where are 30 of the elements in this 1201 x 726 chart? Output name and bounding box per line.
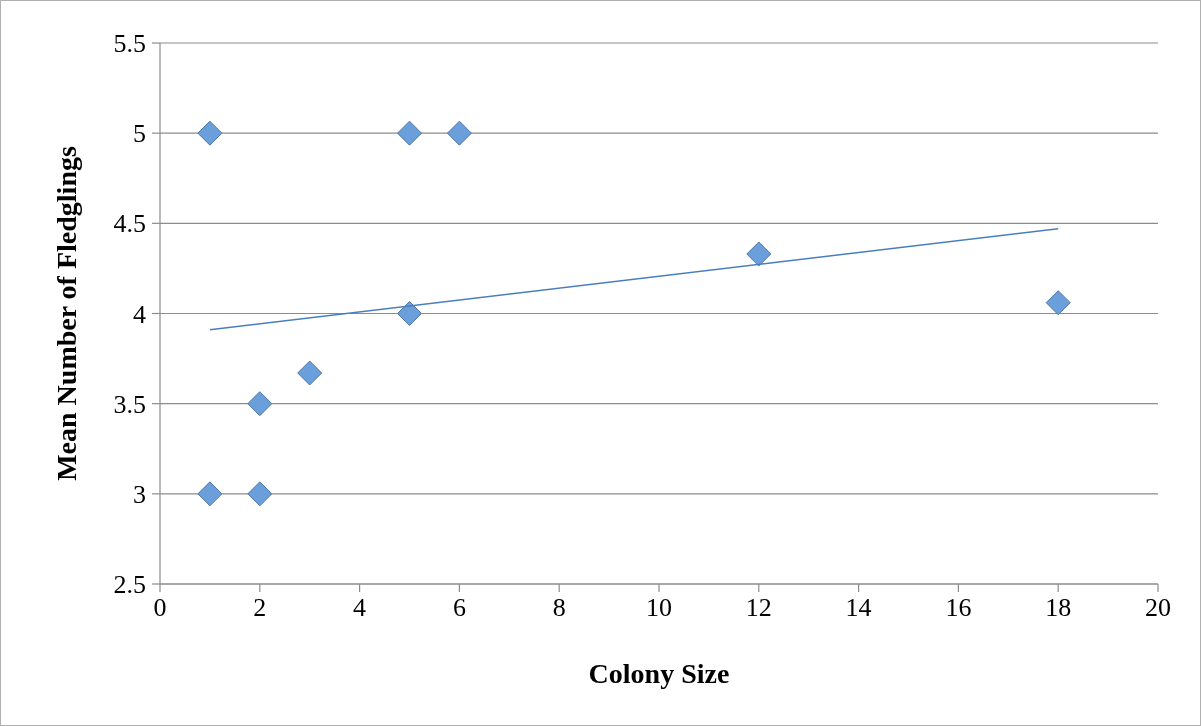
point: [397, 120, 422, 146]
x-tick-label: 10: [646, 593, 672, 622]
x-tick-label: 14: [845, 593, 872, 622]
point: [1045, 290, 1071, 316]
point: [247, 391, 273, 417]
x-tick-label: 8: [552, 593, 566, 622]
point: [446, 120, 472, 146]
x-tick-label: 6: [452, 593, 466, 622]
y-tick-label: 2.5: [113, 570, 146, 600]
y-tick-label: 3.5: [113, 389, 146, 419]
y-tick-label: 5.5: [113, 29, 146, 59]
y-tick-label: 3: [133, 479, 146, 509]
point: [397, 301, 422, 326]
x-tick-label: 12: [745, 593, 772, 622]
y-tick-label: 4.5: [113, 209, 146, 239]
y-tick-label: 5: [133, 119, 146, 149]
x-tick-label: 4: [353, 593, 367, 622]
x-tick-label: 20: [1145, 593, 1171, 622]
x-tick-label: 0: [153, 593, 167, 622]
point: [746, 241, 772, 267]
x-tick-label: 2: [253, 593, 267, 622]
x-axis-title: Colony Size: [588, 658, 730, 689]
x-tick-label: 16: [945, 593, 972, 622]
y-axis-title: Mean Number of Fledglings: [51, 146, 82, 481]
point: [247, 481, 273, 507]
y-tick-label: 4: [133, 299, 146, 329]
point: [297, 360, 323, 386]
point: [197, 120, 223, 146]
point: [197, 481, 223, 507]
x-tick-label: 18: [1045, 593, 1072, 622]
